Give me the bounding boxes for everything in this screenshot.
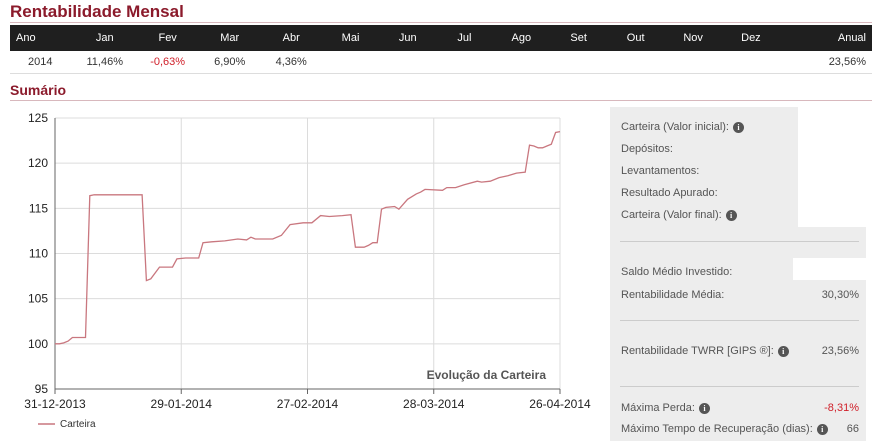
table-cell <box>664 51 723 74</box>
summary-item-label: Carteira (Valor final): i <box>621 209 737 221</box>
table-cell: 4,36% <box>260 51 322 74</box>
x-tick-label: 27-02-2014 <box>277 397 339 411</box>
monthly-returns-title: Rentabilidade Mensal <box>10 2 184 21</box>
column-header: Jul <box>436 25 493 51</box>
column-header: Ago <box>492 25 551 51</box>
column-header: Set <box>550 25 608 51</box>
column-header: Nov <box>664 25 723 51</box>
portfolio-evolution-chart: 95 100 105 110 115 120 125 31-12-2013 29-01-2014… <box>24 111 591 430</box>
table-cell <box>722 51 780 74</box>
column-header: Jan <box>73 25 137 51</box>
info-icon[interactable]: i <box>725 209 737 221</box>
info-icon[interactable]: i <box>816 423 828 435</box>
x-tick-label: 29-01-2014 <box>151 397 213 411</box>
table-row: 2014 11,46% -0,63% 6,90% 4,36% 23,56% <box>10 51 872 74</box>
table-cell: 6,90% <box>198 51 261 74</box>
y-tick-label: 95 <box>35 382 49 396</box>
y-tick-label: 115 <box>29 201 48 215</box>
summary-item-label: Rentabilidade Média: <box>621 289 725 301</box>
column-header: Out <box>607 25 665 51</box>
info-icon[interactable]: i <box>777 345 789 357</box>
legend-label: Carteira <box>60 419 96 430</box>
summary-item-value: 23,56% <box>821 345 859 357</box>
table-cell: -0,63% <box>136 51 199 74</box>
column-header: Ano <box>10 25 74 51</box>
y-tick-label: 110 <box>29 247 48 261</box>
column-header: Jun <box>379 25 437 51</box>
column-header: Fev <box>136 25 199 51</box>
summary-item-label: Saldo Médio Investido: <box>621 266 733 278</box>
table-cell <box>436 51 493 74</box>
summary-divider <box>620 241 859 242</box>
summary-divider <box>620 386 859 387</box>
column-header: Dez <box>722 25 780 51</box>
table-cell <box>607 51 665 74</box>
summary-item-label: Máxima Perda: i <box>621 402 710 414</box>
summary-item-label: Resultado Apurado: <box>621 187 718 199</box>
y-tick-label: 120 <box>28 156 48 170</box>
table-cell <box>379 51 437 74</box>
column-header: Mai <box>321 25 380 51</box>
column-header: Anual <box>779 25 872 51</box>
x-tick-label: 31-12-2013 <box>24 397 86 411</box>
monthly-returns-table: Ano Jan Fev Mar Abr Mai Jun Jul Ago Set Out Nov Dez A… <box>10 25 872 74</box>
chart-watermark: Evolução da Carteira <box>427 368 547 382</box>
x-tick-label: 26-04-2014 <box>529 397 591 411</box>
summary-item-value: 30,30% <box>821 289 859 301</box>
summary-title: Sumário <box>10 82 67 98</box>
y-tick-label: 100 <box>28 337 48 351</box>
info-icon[interactable]: i <box>698 402 710 414</box>
summary-underline <box>10 100 872 101</box>
table-cell <box>321 51 380 74</box>
summary-item-label: Rentabilidade TWRR [GIPS ®]: i <box>621 345 789 357</box>
y-tick-label: 105 <box>28 292 48 306</box>
y-tick-label: 125 <box>28 111 48 125</box>
summary-item-label: Levantamentos: <box>621 165 700 177</box>
series-line-carteira <box>55 130 561 345</box>
table-cell: 11,46% <box>73 51 137 74</box>
summary-item-value: 66 <box>846 423 859 435</box>
summary-item-label: Depósitos: <box>621 143 673 155</box>
table-cell <box>492 51 551 74</box>
summary-item-value: -8,31% <box>824 402 859 414</box>
table-cell: 2014 <box>10 51 74 74</box>
x-tick-label: 28-03-2014 <box>403 397 465 411</box>
title-underline <box>10 22 872 23</box>
column-header: Mar <box>198 25 261 51</box>
summary-item-label: Máximo Tempo de Recuperação (dias): i <box>621 423 828 435</box>
table-header-row: Ano Jan Fev Mar Abr Mai Jun Jul Ago Set Out Nov Dez A… <box>10 25 872 51</box>
info-icon[interactable]: i <box>733 121 744 133</box>
table-cell <box>550 51 608 74</box>
summary-item-label: Carteira (Valor inicial): i <box>621 121 744 133</box>
summary-divider <box>620 320 859 321</box>
table-cell: 23,56% <box>779 51 872 74</box>
column-header: Abr <box>260 25 322 51</box>
